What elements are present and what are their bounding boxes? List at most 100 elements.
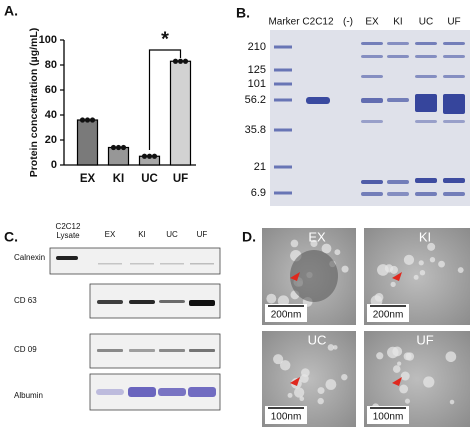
band <box>415 42 437 45</box>
blot-band <box>128 387 156 397</box>
band <box>361 192 383 196</box>
vesicle <box>287 392 293 398</box>
blot-band <box>160 263 184 265</box>
vesicle <box>438 260 445 268</box>
vesicle <box>419 269 426 276</box>
vesicle <box>290 239 299 248</box>
band <box>361 42 383 45</box>
lane-label: C2C12 <box>56 222 81 231</box>
vesicle <box>403 254 415 266</box>
row-label: Albumin <box>14 391 43 400</box>
replicate-dot <box>79 117 86 123</box>
blot-band <box>129 300 155 304</box>
blot-band <box>159 300 185 303</box>
lane-label: KI <box>138 230 146 239</box>
marker-label: 210 <box>248 41 266 53</box>
y-axis-label: Protein concentration (µg/mL) <box>28 28 40 178</box>
vesicle <box>334 249 341 256</box>
marker-band <box>274 165 292 169</box>
y-tick-label: 20 <box>45 134 57 146</box>
band <box>443 42 465 45</box>
vesicle <box>376 352 384 360</box>
marker-band <box>274 128 292 132</box>
vesicle <box>266 293 277 304</box>
vesicle <box>445 351 457 363</box>
blot-band <box>130 263 154 265</box>
scale-box <box>367 304 409 322</box>
arrow <box>392 377 402 386</box>
arrow <box>392 272 402 281</box>
vesicle <box>293 387 305 398</box>
lane-label: (-) <box>343 17 353 28</box>
vesicle <box>405 352 415 361</box>
blot-band <box>159 349 185 352</box>
panel-label: D. <box>242 229 256 245</box>
band <box>387 55 409 58</box>
replicate-dot <box>177 58 184 64</box>
row-label: CD 63 <box>14 296 37 305</box>
row-label: Calnexin <box>14 253 45 262</box>
scale-box <box>367 406 409 424</box>
blot-band <box>190 263 214 265</box>
replicate-dot <box>151 153 158 159</box>
replicate-dot <box>115 144 122 151</box>
vesicle <box>413 274 419 280</box>
blot-band <box>129 349 155 352</box>
lane-label: Marker <box>268 17 300 28</box>
scale-box <box>265 304 307 322</box>
band <box>443 55 465 58</box>
marker-label: 21 <box>254 161 266 173</box>
band <box>387 192 409 196</box>
vesicle <box>325 379 337 390</box>
marker-band <box>274 98 292 102</box>
vesicle <box>423 376 435 388</box>
image-label: KI <box>419 229 431 244</box>
band <box>361 180 383 184</box>
blot-band <box>158 388 186 396</box>
blot-band <box>56 256 78 260</box>
band <box>415 94 437 112</box>
vesicle <box>299 374 309 383</box>
band <box>361 55 383 58</box>
replicate-dot <box>172 58 179 64</box>
replicate-dot <box>182 58 189 64</box>
panel-label: A. <box>4 3 18 19</box>
band <box>361 75 383 78</box>
blot-band <box>97 349 123 352</box>
vesicle <box>341 373 348 381</box>
replicate-dot <box>84 117 91 123</box>
marker-label: 56.2 <box>245 94 266 106</box>
image-label: UF <box>416 332 433 347</box>
vesicle <box>321 243 332 254</box>
band <box>387 98 409 102</box>
row-label: CD 09 <box>14 345 37 354</box>
panel-label: B. <box>236 5 250 21</box>
band <box>387 42 409 45</box>
vesicle <box>317 397 324 405</box>
vesicle <box>400 371 410 381</box>
vesicle <box>317 387 325 395</box>
vesicle <box>392 346 403 357</box>
y-tick-label: 60 <box>45 84 57 96</box>
band <box>415 75 437 78</box>
marker-band <box>274 82 292 86</box>
marker-label: 125 <box>248 64 266 76</box>
blot-band <box>188 387 216 397</box>
band <box>443 120 465 123</box>
bar <box>76 119 99 166</box>
band <box>415 178 437 183</box>
gel <box>270 30 470 206</box>
x-tick-label: UF <box>173 173 188 185</box>
x-tick-label: UC <box>141 173 158 185</box>
replicate-dot <box>141 153 148 159</box>
band <box>387 180 409 184</box>
scale-label: 100nm <box>373 412 404 423</box>
vesicle <box>427 242 436 251</box>
band <box>443 94 465 114</box>
replicate-dot <box>120 144 127 151</box>
lane-label: C2C12 <box>302 17 334 28</box>
replicate-dot <box>146 153 153 159</box>
vesicle <box>279 360 291 371</box>
band <box>415 192 437 196</box>
